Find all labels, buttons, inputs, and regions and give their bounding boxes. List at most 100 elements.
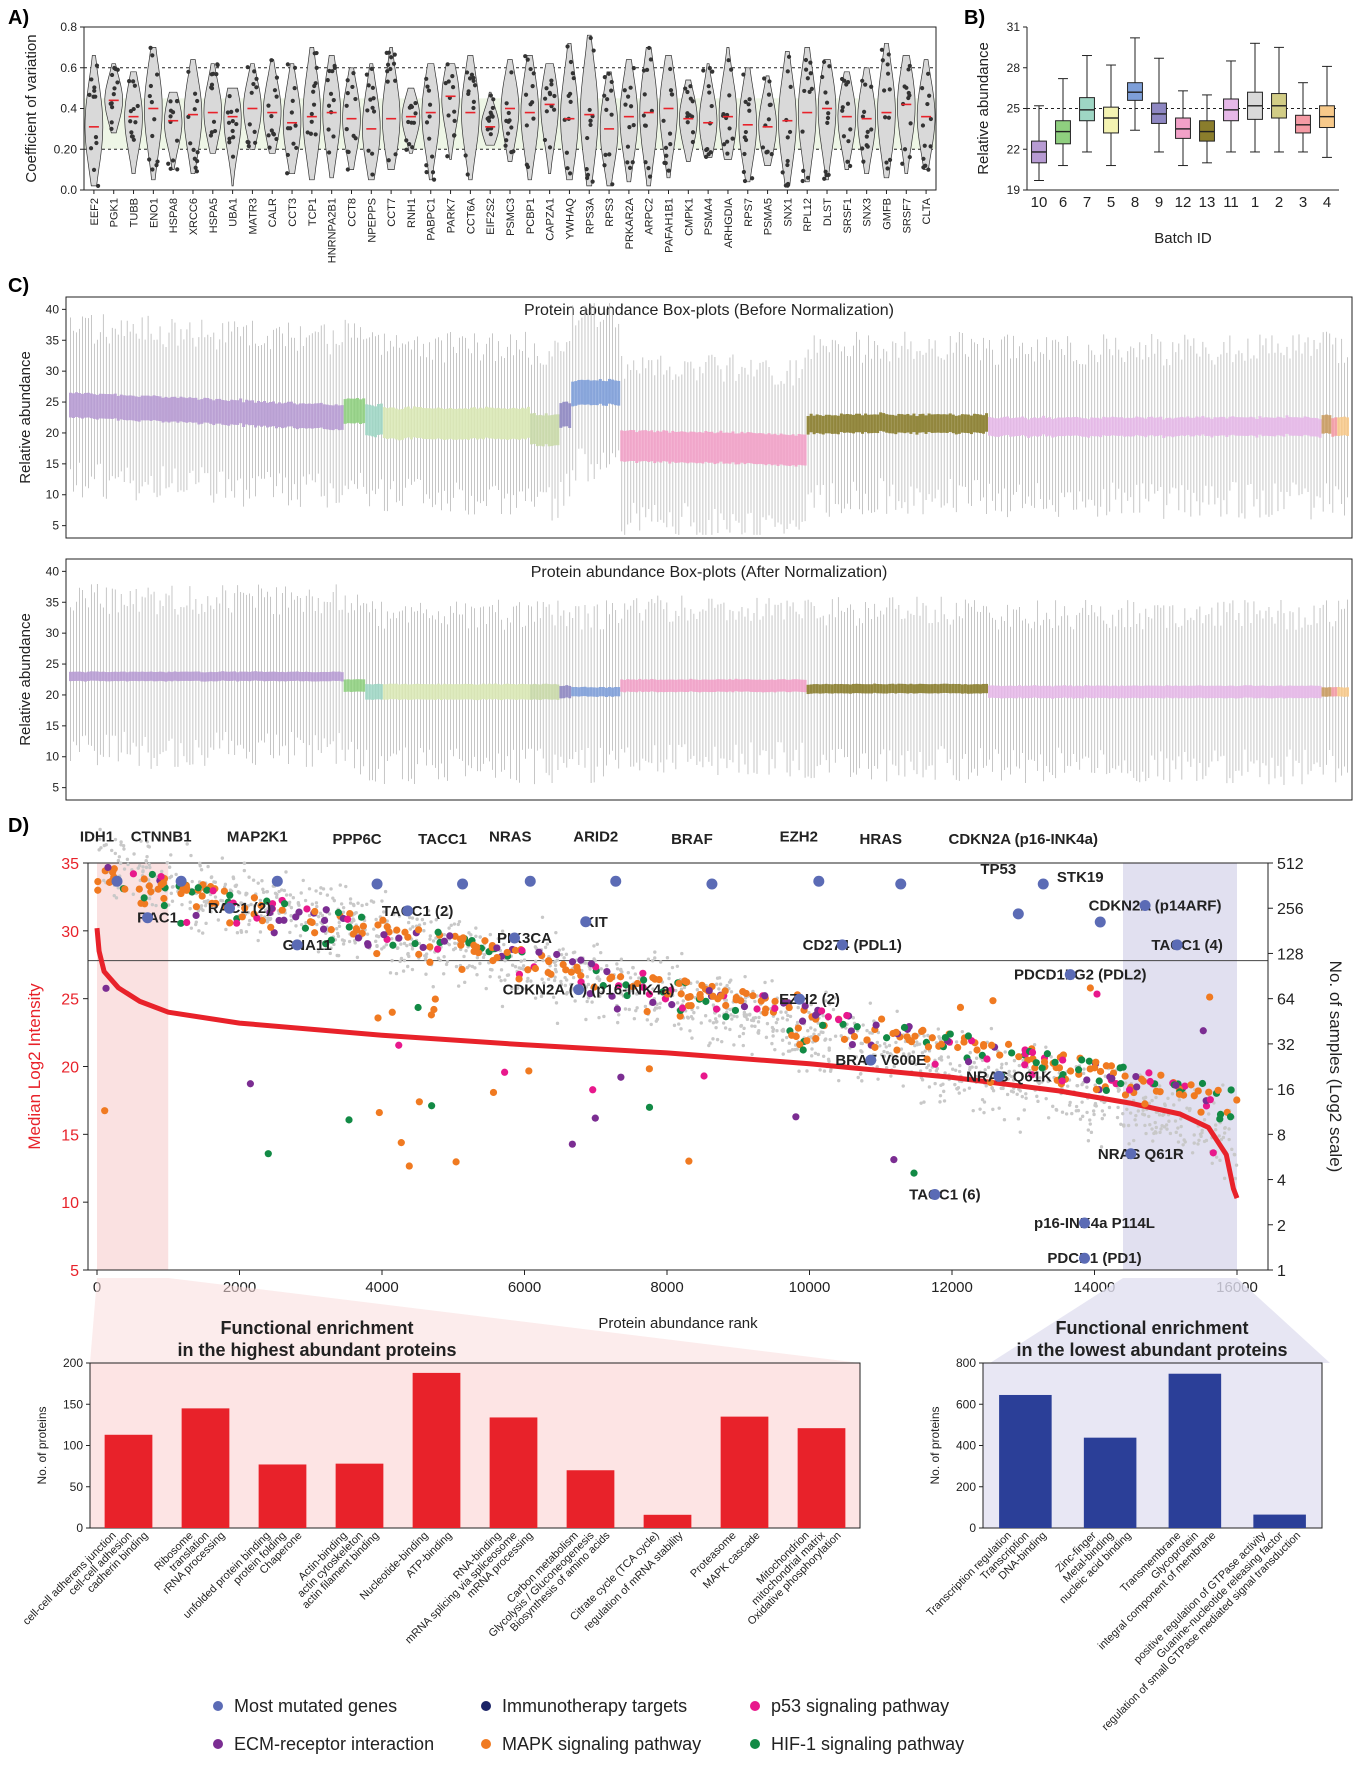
sample-box (1129, 685, 1133, 699)
sample-box (1312, 685, 1316, 699)
pathway-point (848, 1040, 857, 1049)
sample-box (601, 380, 605, 406)
violin-point (154, 72, 160, 77)
sample-box (994, 685, 998, 698)
sample-box (1060, 417, 1064, 437)
sample-count-point (220, 856, 225, 860)
violin-point (568, 59, 574, 65)
violin-point (926, 167, 931, 172)
sample-count-point (199, 904, 204, 908)
sample-count-point (1115, 1115, 1120, 1120)
sample-count-point (889, 1074, 893, 1078)
violin-point (129, 130, 134, 135)
sample-box (704, 679, 708, 692)
sample-box (502, 683, 506, 700)
sample-count-point (1024, 1096, 1028, 1100)
sample-box (478, 684, 482, 700)
violin-PAFAH1B1 (659, 55, 678, 179)
sample-box (782, 679, 786, 692)
y-tick-label: 15 (46, 719, 60, 733)
sample-count-point (546, 977, 551, 982)
violin-point (805, 175, 811, 180)
sample-count-point (1015, 1092, 1019, 1096)
sample-count-point (728, 1027, 732, 1032)
sample-count-point (833, 1034, 838, 1038)
sample-count-point (423, 957, 428, 961)
violin-point (127, 78, 132, 84)
sample-box (1285, 415, 1289, 434)
sample-box (827, 684, 831, 694)
sample-box (550, 684, 554, 700)
sample-count-point (553, 959, 558, 964)
violin-point (729, 67, 734, 72)
gene-point (895, 878, 907, 890)
violin-point (524, 123, 529, 128)
sample-count-point (732, 1043, 736, 1047)
violin-point (430, 154, 435, 159)
sample-box (894, 684, 898, 694)
sample-box (553, 414, 557, 446)
sample-box (638, 678, 642, 692)
violin-point (610, 182, 615, 187)
sample-box (641, 679, 645, 693)
sample-count-point (1074, 1104, 1079, 1109)
violin-point (148, 83, 153, 89)
sample-count-point (658, 1001, 662, 1006)
pathway-point (1121, 1072, 1129, 1080)
sample-box (158, 671, 162, 681)
pathway-point (577, 956, 585, 964)
sample-count-point (925, 1065, 929, 1070)
sample-count-point (822, 1069, 827, 1073)
sample-box (280, 671, 284, 682)
gene-point (524, 875, 536, 887)
sample-count-point (119, 840, 123, 844)
pathway-point (608, 992, 616, 1000)
sample-box (1153, 685, 1157, 698)
sample-box (242, 402, 246, 427)
sample-count-point (711, 1021, 716, 1025)
sample-box (1003, 685, 1007, 699)
sample-count-point (922, 1034, 926, 1038)
pathway-point (1038, 1064, 1046, 1072)
pathway-point (258, 917, 267, 925)
sample-count-point (1202, 1117, 1207, 1122)
y-tick-label: 0.4 (60, 102, 77, 116)
sample-count-point (318, 911, 323, 916)
violin-point (195, 98, 200, 104)
sample-count-point (1212, 1101, 1216, 1105)
sample-box (1114, 417, 1118, 436)
sample-count-point (1162, 1125, 1167, 1129)
sample-count-point (365, 902, 369, 907)
sample-box (511, 407, 515, 439)
y-tick-label: 25 (1007, 102, 1021, 116)
sample-box (773, 680, 777, 693)
violin-point (226, 120, 232, 125)
sample-box (526, 406, 530, 438)
sample-box (1150, 685, 1154, 699)
sample-count-point (289, 905, 294, 910)
violin-point (488, 132, 493, 137)
sample-count-point (1103, 1074, 1108, 1078)
sample-count-point (562, 956, 566, 960)
violin-point (292, 65, 298, 70)
gene-point (1064, 969, 1076, 981)
pathway-point (374, 921, 382, 929)
violin-point (882, 88, 887, 93)
sample-box (1135, 685, 1139, 698)
sample-count-point (141, 870, 145, 874)
violin-EEF2 (84, 55, 104, 187)
legend-label: HIF-1 signaling pathway (771, 1734, 964, 1754)
pathway-point (799, 1046, 807, 1054)
gene-label: RAC1 (2) (208, 900, 271, 917)
violin-point (246, 143, 251, 149)
sample-count-point (645, 1018, 650, 1022)
sample-count-point (651, 987, 655, 991)
sample-box (1039, 417, 1043, 437)
sample-box (406, 406, 410, 438)
gene-label: CD274 (PDL1) (803, 937, 902, 954)
sample-box (457, 408, 461, 440)
sample-count-point (1078, 1117, 1083, 1121)
sample-count-point (585, 975, 590, 979)
sample-count-point (1179, 1124, 1183, 1129)
sample-box (1021, 416, 1025, 436)
